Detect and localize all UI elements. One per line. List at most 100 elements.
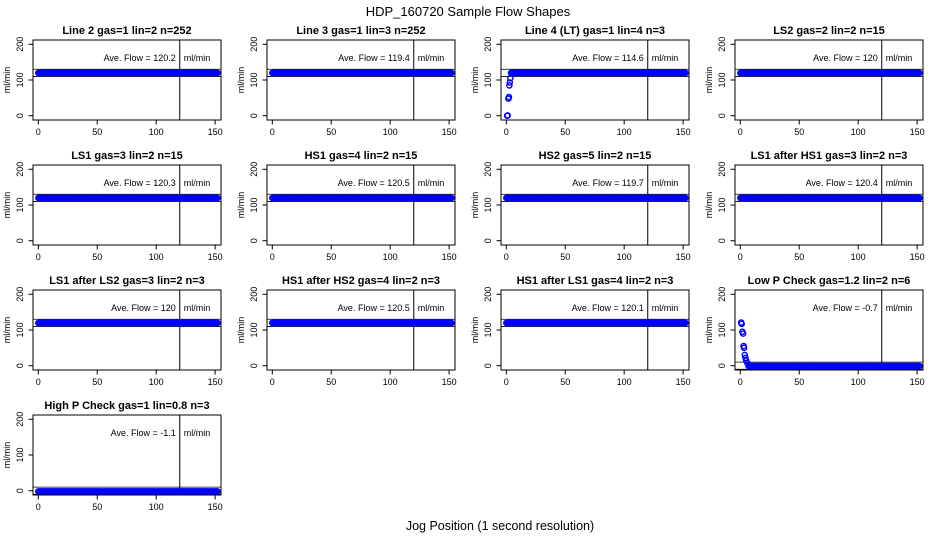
- subplot-canvas: High P Check gas=1 lin=0.8 n=3 0 50 100 150 0…: [2, 400, 223, 512]
- x-tick-label: 50: [326, 127, 336, 137]
- subplot-2: Line 3 gas=1 lin=3 n=252 0 50 100 150 0 100 200…: [234, 20, 468, 145]
- plot-box: [734, 289, 924, 371]
- y-axis-label: ml/min: [704, 192, 714, 219]
- subplot-6: HS1 gas=4 lin=2 n=15 0 50 100 150 0 100 200 ml/m…: [234, 145, 468, 270]
- x-tick-label: 0: [36, 252, 41, 262]
- y-tick-label: 100: [15, 322, 25, 337]
- ave-flow-unit: ml/min: [418, 53, 445, 63]
- subplot-9: LS1 after LS2 gas=3 lin=2 n=3 0 50 100 150 0 1…: [0, 270, 234, 395]
- ave-flow-value: Ave. Flow = 120: [111, 303, 176, 313]
- y-tick-label: 0: [483, 363, 493, 368]
- y-axis-label: ml/min: [704, 67, 714, 94]
- subplot-canvas: Line 2 gas=1 lin=2 n=252 0 50 100 150 0 100 200…: [2, 25, 223, 137]
- ave-flow-unit: ml/min: [652, 303, 679, 313]
- x-tick-label: 100: [149, 252, 164, 262]
- y-axis-label: ml/min: [236, 317, 246, 344]
- x-tick-label: 50: [92, 377, 102, 387]
- data-points: [737, 194, 923, 202]
- subplot-13: High P Check gas=1 lin=0.8 n=3 0 50 100 150 0…: [0, 395, 234, 520]
- data-points: [737, 69, 923, 77]
- y-tick-label: 200: [15, 287, 25, 302]
- subplot-title: LS1 gas=3 lin=2 n=15: [71, 150, 183, 162]
- data-points: [35, 488, 221, 495]
- x-tick-label: 100: [617, 127, 632, 137]
- subplot-title: High P Check gas=1 lin=0.8 n=3: [44, 400, 209, 412]
- y-axis-label: ml/min: [470, 192, 480, 219]
- x-tick-label: 0: [738, 252, 743, 262]
- subplot-canvas: HS1 gas=4 lin=2 n=15 0 50 100 150 0 100 200 ml/m…: [236, 150, 457, 262]
- y-tick-label: 200: [483, 37, 493, 52]
- ave-flow-unit: ml/min: [886, 53, 913, 63]
- y-tick-label: 200: [717, 37, 727, 52]
- subplot-title: Line 2 gas=1 lin=2 n=252: [62, 25, 191, 37]
- subplot-title: HS1 after HS2 gas=4 lin=2 n=3: [282, 275, 440, 287]
- y-tick-label: 0: [15, 238, 25, 243]
- y-tick-label: 200: [15, 37, 25, 52]
- ave-flow-value: Ave. Flow = 120.5: [338, 178, 410, 188]
- y-tick-label: 100: [483, 197, 493, 212]
- ave-flow-value: Ave. Flow = 120.5: [338, 303, 410, 313]
- y-tick-label: 100: [483, 322, 493, 337]
- subplot-title: HS1 after LS1 gas=4 lin=2 n=3: [517, 275, 674, 287]
- x-tick-label: 0: [270, 377, 275, 387]
- ave-flow-value: Ave. Flow = 119.4: [338, 53, 409, 63]
- x-tick-label: 100: [851, 252, 866, 262]
- data-points: [503, 194, 689, 202]
- subplot-3: Line 4 (LT) gas=1 lin=4 n=3 0 50 100 150 0 100…: [468, 20, 702, 145]
- subplot-title: HS1 gas=4 lin=2 n=15: [305, 150, 418, 162]
- x-tick-label: 150: [208, 127, 223, 137]
- y-axis-label: ml/min: [2, 67, 12, 94]
- subplot-title: LS1 after LS2 gas=3 lin=2 n=3: [49, 275, 205, 287]
- x-tick-label: 150: [910, 377, 925, 387]
- ave-flow-unit: ml/min: [184, 303, 211, 313]
- subplot-canvas: HS2 gas=5 lin=2 n=15 0 50 100 150 0 100 200 ml/m…: [470, 150, 691, 262]
- plot-box: [32, 164, 222, 246]
- ave-flow-value: Ave. Flow = 119.7: [572, 178, 643, 188]
- ave-flow-value: Ave. Flow = 120.3: [104, 178, 176, 188]
- subplot-12: Low P Check gas=1.2 lin=2 n=6 0 50 100 150 0 1…: [702, 270, 936, 395]
- x-tick-label: 0: [36, 377, 41, 387]
- data-points: [503, 69, 689, 119]
- ave-flow-unit: ml/min: [184, 428, 211, 438]
- data-points: [35, 194, 221, 202]
- x-tick-label: 0: [36, 502, 41, 512]
- x-tick-label: 150: [442, 252, 457, 262]
- subplot-canvas: LS1 after LS2 gas=3 lin=2 n=3 0 50 100 150 0 1…: [2, 275, 223, 387]
- y-tick-label: 0: [717, 363, 727, 368]
- x-tick-label: 100: [851, 127, 866, 137]
- subplot-4: LS2 gas=2 lin=2 n=15 0 50 100 150 0 100 200 ml/m…: [702, 20, 936, 145]
- plot-box: [32, 414, 222, 496]
- subplot-1: Line 2 gas=1 lin=2 n=252 0 50 100 150 0 100 200…: [0, 20, 234, 145]
- y-axis-label: ml/min: [236, 67, 246, 94]
- x-tick-label: 100: [149, 502, 164, 512]
- y-tick-label: 200: [483, 287, 493, 302]
- plot-box: [500, 164, 690, 246]
- plot-box: [266, 39, 456, 121]
- x-tick-label: 50: [92, 252, 102, 262]
- data-points: [269, 319, 455, 327]
- y-tick-label: 100: [483, 72, 493, 87]
- x-tick-label: 50: [794, 127, 804, 137]
- x-tick-label: 0: [738, 127, 743, 137]
- data-points: [35, 319, 221, 327]
- x-tick-label: 150: [208, 252, 223, 262]
- y-axis-label: ml/min: [236, 192, 246, 219]
- subplot-10: HS1 after HS2 gas=4 lin=2 n=3 0 50 100 150 0 1…: [234, 270, 468, 395]
- x-tick-label: 50: [92, 502, 102, 512]
- x-tick-label: 50: [92, 127, 102, 137]
- x-tick-label: 150: [910, 252, 925, 262]
- y-tick-label: 0: [15, 113, 25, 118]
- y-tick-label: 200: [483, 162, 493, 177]
- y-tick-label: 200: [15, 162, 25, 177]
- subplot-7: HS2 gas=5 lin=2 n=15 0 50 100 150 0 100 200 ml/m…: [468, 145, 702, 270]
- x-tick-label: 50: [560, 127, 570, 137]
- plots-grid: Line 2 gas=1 lin=2 n=252 0 50 100 150 0 100 200…: [0, 20, 936, 520]
- x-tick-label: 150: [676, 252, 691, 262]
- subplot-canvas: Line 3 gas=1 lin=3 n=252 0 50 100 150 0 100 200…: [236, 25, 457, 137]
- ave-flow-unit: ml/min: [652, 178, 679, 188]
- y-tick-label: 100: [717, 72, 727, 87]
- plot-box: [500, 289, 690, 371]
- y-tick-label: 200: [15, 412, 25, 427]
- y-axis-label: ml/min: [2, 192, 12, 219]
- y-tick-label: 0: [483, 113, 493, 118]
